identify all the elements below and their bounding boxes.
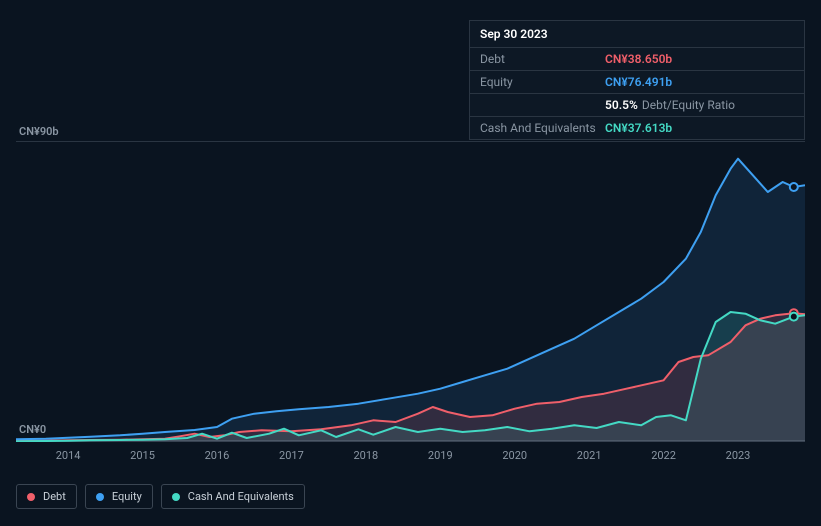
legend-dot-icon — [172, 493, 180, 501]
tooltip-row: Cash And EquivalentsCN¥37.613b — [470, 117, 804, 139]
x-axis-tick: 2022 — [651, 449, 676, 462]
chart-svg — [16, 142, 805, 442]
x-axis-tick: 2020 — [502, 449, 527, 462]
chart-container: Sep 30 2023 DebtCN¥38.650bEquityCN¥76.49… — [0, 0, 821, 526]
tooltip-rows: DebtCN¥38.650bEquityCN¥76.491b50.5%Debt/… — [470, 48, 804, 139]
x-axis-tick: 2023 — [726, 449, 751, 462]
tooltip-row-value: CN¥38.650b — [605, 52, 672, 66]
tooltip-row-value: 50.5%Debt/Equity Ratio — [605, 98, 735, 112]
chart-area: CN¥90b CN¥0 2014201520162017201820192020… — [16, 125, 805, 470]
legend-item[interactable]: Debt — [16, 484, 77, 509]
legend: Debt Equity Cash And Equivalents — [16, 484, 305, 509]
tooltip-row-label: Equity — [480, 75, 605, 89]
tooltip-row: EquityCN¥76.491b — [470, 71, 804, 94]
y-axis-max-label: CN¥90b — [19, 125, 67, 138]
tooltip-row-label: Debt — [480, 52, 605, 66]
tooltip-row-label — [480, 98, 605, 112]
x-axis-tick: 2015 — [130, 449, 155, 462]
data-tooltip: Sep 30 2023 DebtCN¥38.650bEquityCN¥76.49… — [469, 20, 805, 140]
tooltip-row-value: CN¥37.613b — [605, 121, 672, 135]
legend-dot-icon — [27, 493, 35, 501]
plot-area[interactable] — [16, 141, 805, 441]
x-axis-tick: 2014 — [56, 449, 81, 462]
marker-dot-equity — [790, 183, 798, 191]
legend-label: Cash And Equivalents — [188, 490, 294, 503]
tooltip-row: DebtCN¥38.650b — [470, 48, 804, 71]
x-axis-tick: 2019 — [428, 449, 453, 462]
tooltip-row-value: CN¥76.491b — [605, 75, 672, 89]
tooltip-row: 50.5%Debt/Equity Ratio — [470, 94, 804, 117]
legend-item[interactable]: Cash And Equivalents — [161, 484, 305, 509]
legend-item[interactable]: Equity — [85, 484, 153, 509]
x-axis-tick: 2021 — [577, 449, 602, 462]
x-axis-tick: 2018 — [353, 449, 378, 462]
x-axis: 2014 2015 2016 2017 2018 2019 2020 2021 2022 2023 — [16, 449, 805, 469]
x-axis-tick: 2016 — [205, 449, 230, 462]
x-axis-tick: 2017 — [279, 449, 304, 462]
tooltip-date: Sep 30 2023 — [470, 21, 804, 48]
marker-dot-cash — [790, 313, 798, 321]
tooltip-row-suffix: Debt/Equity Ratio — [642, 98, 735, 112]
legend-label: Debt — [43, 490, 66, 503]
legend-dot-icon — [96, 493, 104, 501]
tooltip-row-label: Cash And Equivalents — [480, 121, 605, 135]
legend-label: Equity — [112, 490, 142, 503]
